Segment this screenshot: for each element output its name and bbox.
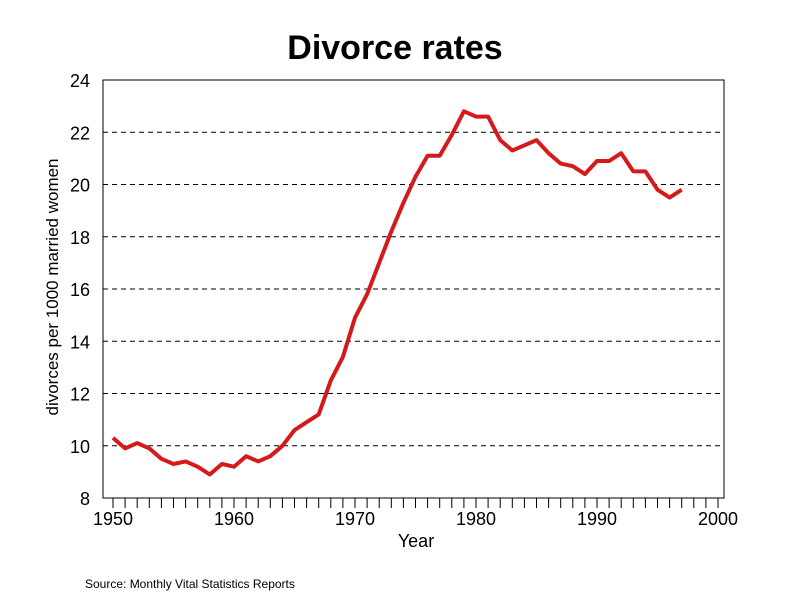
y-tick-label: 14	[70, 332, 90, 352]
y-axis: 8 10 12 14 16 18 20 22 24	[70, 71, 90, 509]
x-tick-label: 1980	[456, 509, 496, 529]
y-tick-label: 12	[70, 385, 90, 405]
x-tick-label: 1960	[214, 509, 254, 529]
x-tick-label: 1990	[577, 509, 617, 529]
chart-title: Divorce rates	[287, 29, 502, 67]
x-axis: 1950 1960 1970 1980 1990 2000	[93, 498, 738, 529]
x-tick-label: 1970	[335, 509, 375, 529]
y-tick-label: 18	[70, 228, 90, 248]
series-line	[111, 109, 683, 477]
y-tick-label: 22	[70, 123, 90, 143]
x-tick-label: 1950	[93, 509, 133, 529]
y-axis-label: divorces per 1000 married women	[43, 158, 62, 415]
y-tick-label: 20	[70, 176, 90, 196]
y-tick-label: 16	[70, 280, 90, 300]
x-axis-label: Year	[398, 531, 434, 551]
y-tick-label: 8	[80, 489, 90, 509]
x-tick-label: 2000	[698, 509, 738, 529]
source-note: Source: Monthly Vital Statistics Reports	[85, 577, 295, 591]
y-tick-label: 24	[70, 71, 90, 91]
y-tick-label: 10	[70, 437, 90, 457]
